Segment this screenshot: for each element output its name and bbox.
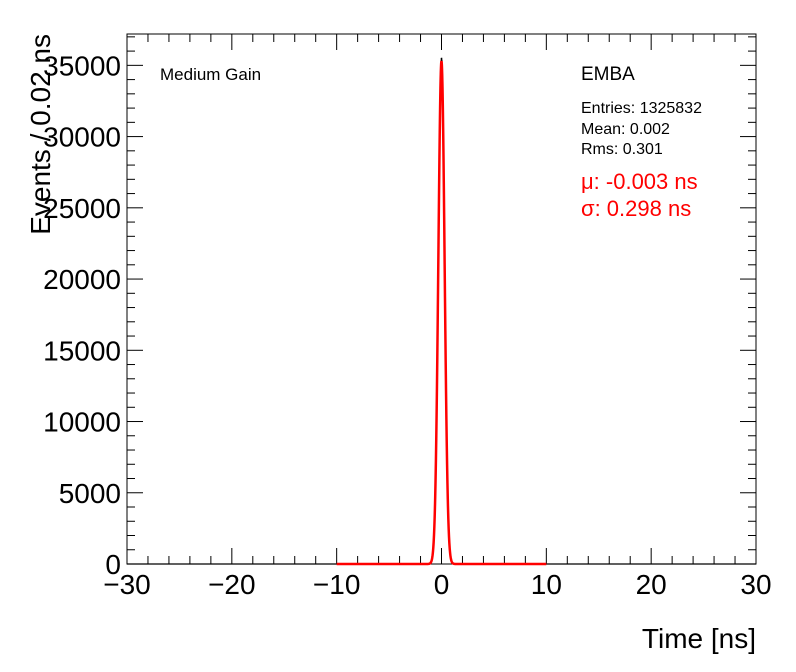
y-tick-label: 0 (105, 549, 121, 580)
x-tick-label: −20 (208, 569, 256, 600)
y-tick-label: 35000 (43, 50, 121, 81)
fit-mu-label: μ: -0.003 ns (581, 169, 698, 194)
x-tick-label: 10 (531, 569, 562, 600)
y-tick-label: 10000 (43, 407, 121, 438)
y-axis-label: Events / 0.02 ns (25, 34, 56, 235)
y-tick-label: 15000 (43, 335, 121, 366)
y-tick-label: 30000 (43, 122, 121, 153)
stats-rms: Rms: 0.301 (581, 141, 663, 158)
y-axis-ticks (127, 36, 756, 565)
x-tick-label: 0 (434, 569, 450, 600)
y-tick-label: 20000 (43, 264, 121, 295)
y-tick-label: 5000 (59, 478, 121, 509)
partition-label: EMBA (581, 64, 635, 85)
x-axis-label: Time [ns] (642, 623, 756, 654)
x-tick-label: −30 (103, 569, 151, 600)
gain-label: Medium Gain (160, 65, 261, 84)
stats-entries: Entries: 1325832 (581, 100, 702, 117)
x-axis-ticks (126, 34, 757, 564)
fit-sigma-label: σ: 0.298 ns (581, 196, 691, 221)
x-tick-label: 30 (740, 569, 771, 600)
stats-mean: Mean: 0.002 (581, 121, 670, 138)
x-tick-label: −10 (313, 569, 361, 600)
x-axis-tick-labels: −30 −20 −10 0 10 20 30 (103, 569, 771, 600)
y-tick-label: 25000 (43, 193, 121, 224)
gaussian-fit-curve (336, 60, 547, 566)
x-tick-label: 20 (636, 569, 667, 600)
y-axis-tick-labels: 0 5000 10000 15000 20000 25000 30000 35000 (43, 50, 121, 580)
